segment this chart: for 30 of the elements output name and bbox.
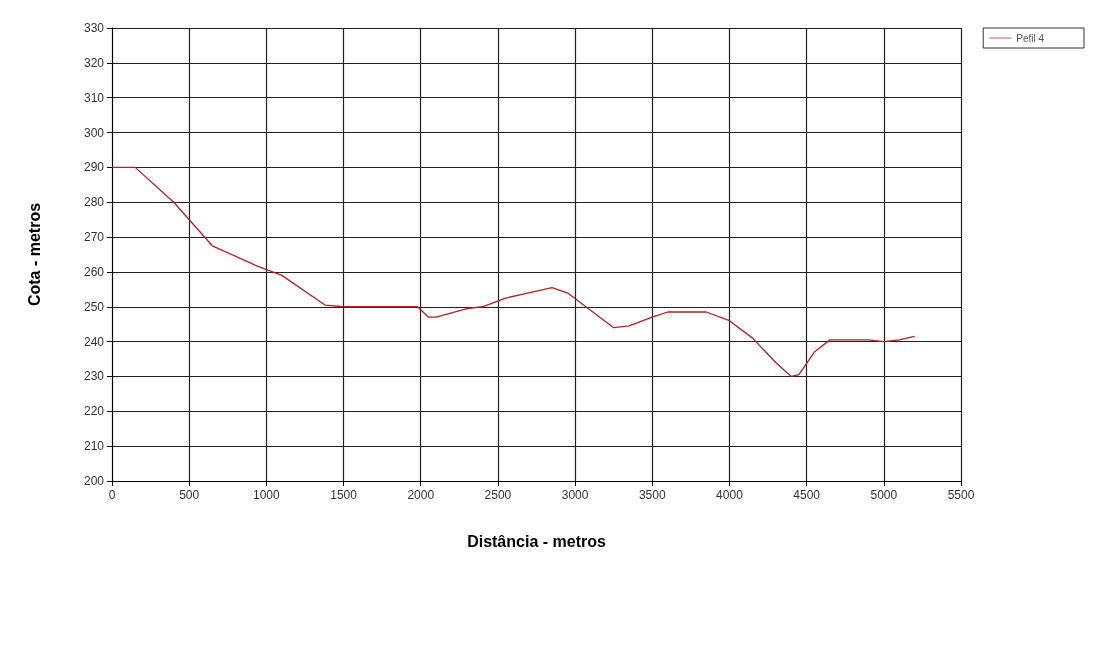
y-tick-label: 290 xyxy=(83,160,105,175)
y-tick-label: 240 xyxy=(83,334,105,349)
y-tick-label: 250 xyxy=(83,299,105,314)
x-tick-label: 500 xyxy=(179,488,200,502)
x-tick-label: 2500 xyxy=(484,488,512,502)
y-tick-label: 210 xyxy=(83,439,105,454)
x-tick-label: 3500 xyxy=(638,488,666,502)
y-tick-label: 320 xyxy=(83,55,105,70)
x-tick-label: 1000 xyxy=(253,488,281,502)
x-tick-label: 4500 xyxy=(793,488,821,502)
y-tick-label: 260 xyxy=(83,264,105,279)
y-axis-title: Cota - metros xyxy=(25,202,43,307)
legend-label: Pefil 4 xyxy=(1016,32,1045,44)
y-tick-label: 300 xyxy=(83,125,105,140)
y-tick-label: 200 xyxy=(83,474,105,488)
y-tick-label: 230 xyxy=(83,369,105,384)
line-series xyxy=(111,166,916,378)
x-tick-label: 1500 xyxy=(330,488,358,502)
x-tick-label: 0 xyxy=(108,488,116,502)
x-tick-label: 3000 xyxy=(561,488,589,502)
y-tick-label: 280 xyxy=(83,195,105,210)
y-tick-label: 330 xyxy=(83,21,105,35)
x-tick-label: 5000 xyxy=(870,488,898,502)
y-tick-label: 270 xyxy=(83,230,105,245)
x-axis-title: Distância - metros xyxy=(467,532,606,550)
y-tick-label: 310 xyxy=(83,90,105,105)
x-tick-label: 4000 xyxy=(716,488,744,502)
x-tick-label: 2000 xyxy=(407,488,435,502)
y-tick-label: 220 xyxy=(83,404,105,419)
x-tick-label: 5500 xyxy=(947,488,975,502)
